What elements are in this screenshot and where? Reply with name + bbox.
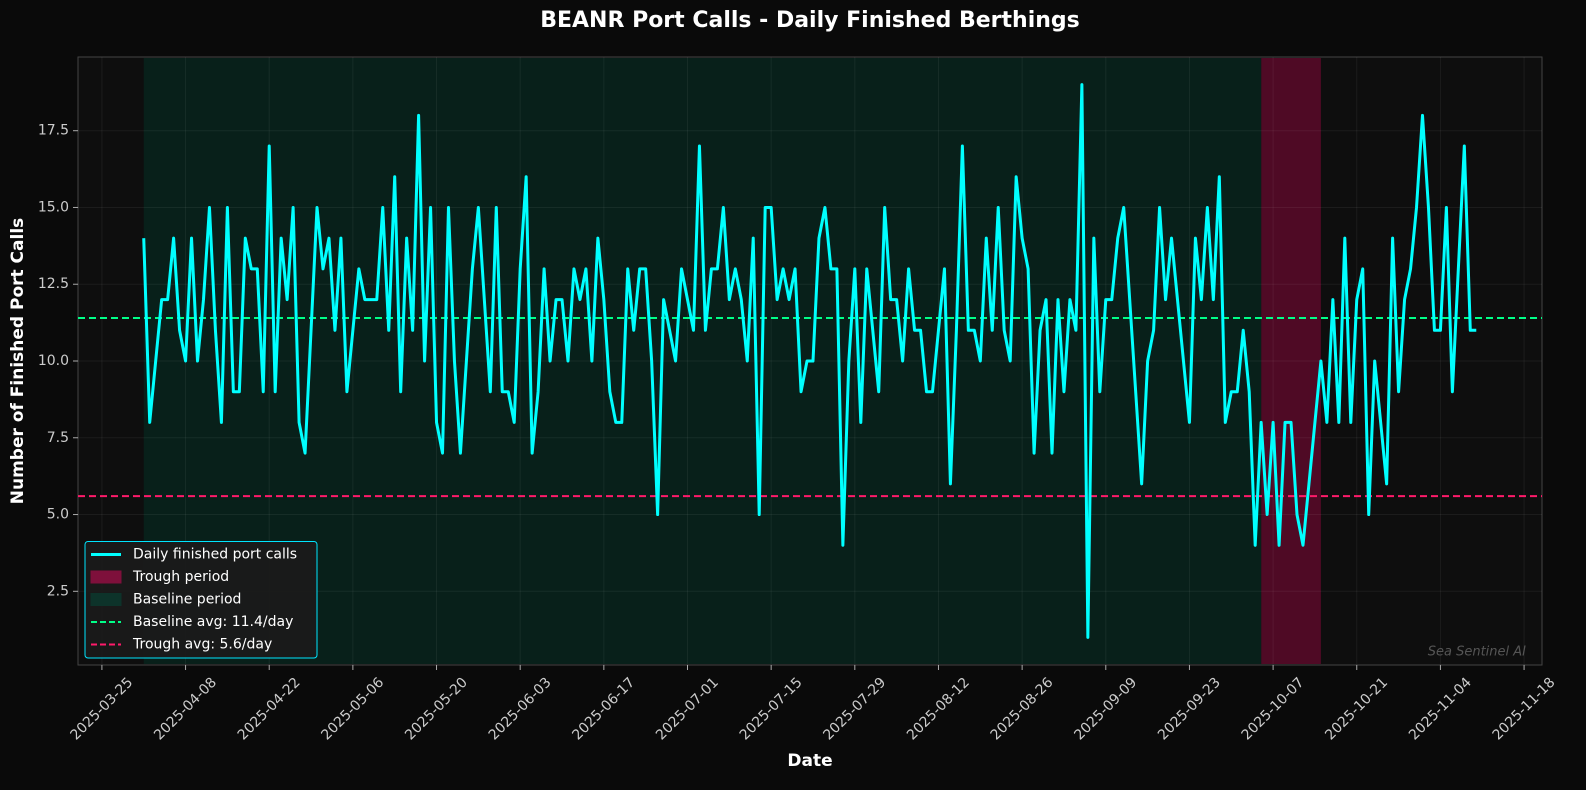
legend-box bbox=[84, 541, 318, 659]
shaded-span bbox=[143, 58, 1262, 664]
watermark: Sea Sentinel AI bbox=[1428, 645, 1526, 660]
x-axis-label: Date bbox=[787, 751, 832, 771]
legend-label: Baseline avg: 11.4/day bbox=[133, 614, 293, 630]
y-tick-label: 5.0 bbox=[47, 507, 69, 523]
y-tick-label: 17.5 bbox=[38, 123, 69, 139]
y-tick-label: 7.5 bbox=[47, 430, 69, 446]
y-tick-label: 2.5 bbox=[47, 583, 69, 599]
legend-swatch bbox=[90, 570, 122, 584]
y-tick-label: 10.0 bbox=[38, 353, 69, 369]
y-tick-label: 12.5 bbox=[38, 276, 69, 292]
legend-swatch bbox=[90, 593, 122, 606]
legend-label: Daily finished port calls bbox=[133, 547, 297, 563]
chart-title: BEANR Port Calls - Daily Finished Berthi… bbox=[540, 8, 1080, 33]
y-tick-label: 15.0 bbox=[38, 199, 69, 215]
legend-label: Trough avg: 5.6/day bbox=[132, 637, 272, 653]
data-line bbox=[142, 83, 1477, 639]
legend-label: Trough period bbox=[132, 569, 229, 585]
shaded-span bbox=[1261, 58, 1321, 664]
y-axis-label: Number of Finished Port Calls bbox=[8, 218, 28, 505]
legend-label: Baseline period bbox=[133, 592, 241, 608]
